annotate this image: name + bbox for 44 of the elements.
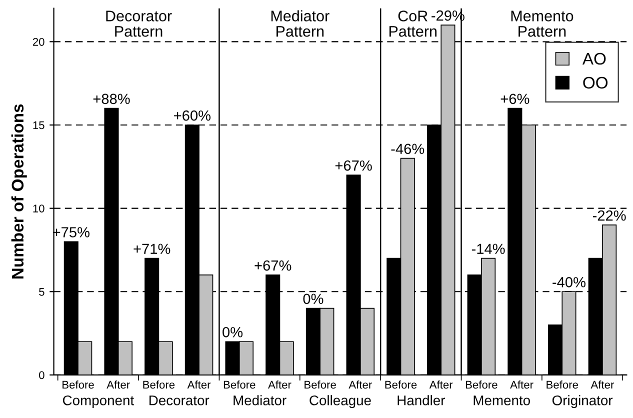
- annotation: +88%: [93, 94, 130, 104]
- x-tick-label: After: [429, 380, 453, 389]
- y-tick-label: 0: [39, 371, 44, 380]
- text: Originator: [552, 395, 613, 408]
- annotation: +6%: [500, 94, 530, 104]
- x-tick-label: Before: [224, 380, 256, 389]
- text: Handler: [398, 395, 446, 406]
- text: Mediator: [234, 395, 286, 406]
- y-tick-label: 10: [33, 204, 44, 212]
- y-axis-title: Number of Operations: [11, 104, 27, 279]
- x-tick-label: After: [348, 380, 372, 389]
- x-tick-label: After: [510, 380, 534, 389]
- legend-label: AO: [582, 52, 606, 65]
- annotation: Mediator Pattern: [271, 10, 330, 37]
- y-tick-label: 5: [39, 288, 44, 296]
- text: Colleague: [310, 395, 371, 408]
- text: Memento: [474, 396, 530, 406]
- annotation: 0%: [222, 327, 243, 338]
- legend-label: OO: [583, 76, 608, 89]
- x-tick-label: After: [187, 380, 211, 389]
- annotation: +67%: [335, 160, 372, 171]
- y-tick-label: 15: [33, 121, 44, 130]
- x-tick-label: Before: [385, 380, 417, 389]
- y-tick-label: 20: [32, 38, 44, 46]
- annotation: Decorator Pattern: [106, 10, 172, 37]
- x-tick-label: Before: [62, 380, 94, 389]
- annotation: -46%: [391, 144, 424, 154]
- annotation: -40%: [552, 277, 586, 288]
- annotation: -22%: [592, 210, 626, 221]
- annotation: +67%: [254, 260, 292, 271]
- x-tick-label: After: [268, 380, 292, 389]
- x-tick-label: After: [590, 380, 614, 389]
- text: Component: [62, 395, 134, 408]
- text: Decorator: [150, 396, 210, 406]
- x-tick-label: After: [106, 380, 130, 389]
- x-tick-label: Before: [304, 380, 336, 389]
- x-tick-label: Before: [143, 380, 175, 389]
- annotation: 0%: [303, 294, 324, 304]
- annotation: Memento Pattern: [511, 10, 574, 37]
- annotation: +71%: [134, 244, 170, 254]
- x-tick-label: Before: [466, 380, 498, 389]
- annotation: -14%: [472, 244, 505, 254]
- x-tick-label: Before: [546, 380, 578, 389]
- annotation: +60%: [174, 110, 211, 121]
